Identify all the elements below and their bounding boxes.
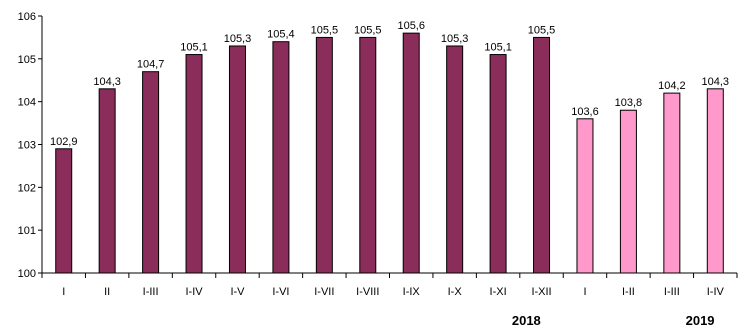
bar [706,88,724,274]
x-tick-label: I-IV [707,286,725,298]
x-tick-label: I-III [143,286,159,298]
data-label: 105,1 [484,42,512,54]
x-tick-label: II [104,286,110,298]
data-label: 104,3 [93,76,121,88]
y-tick-label: 100 [18,268,36,280]
bar [446,45,464,274]
data-label: 103,8 [615,97,643,109]
x-tick-label: I-XII [531,286,551,298]
x-tick-label: I-IV [185,286,203,298]
data-label: 103,6 [571,106,599,118]
data-labels: 102,9 104,3 104,7 105,1 105,3 105,4 105,5 105,5… [50,20,729,148]
y-tick-label: 102 [18,182,36,194]
y-tick-label: 103 [18,140,36,152]
data-label: 105,3 [224,33,252,45]
bar [55,148,73,274]
x-tick-label: I [583,286,586,298]
data-label: 102,9 [50,136,78,148]
data-label: 104,2 [658,80,686,92]
bar [185,54,203,274]
data-label: 104,3 [702,76,730,88]
data-label: 105,5 [528,24,556,36]
bar [228,45,246,274]
bar [272,41,290,274]
data-label: 105,1 [180,42,208,54]
x-tick-label: I [62,286,65,298]
bar [489,54,507,274]
data-label: 105,3 [441,33,469,45]
y-tick-label: 104 [18,97,36,109]
bar [98,88,116,274]
bar [402,32,420,274]
x-tick-label: I-II [622,286,635,298]
y-tick-label: 106 [18,11,36,23]
x-tick-label: I-VII [314,286,334,298]
y-tick-label: 101 [18,225,36,237]
data-label: 105,5 [311,24,339,36]
bar [576,118,594,274]
y-axis: 100 101 102 103 104 105 106 [18,11,43,280]
bar [315,36,333,274]
bar [533,36,551,274]
x-tick-label: I-X [448,286,463,298]
data-label: 105,5 [354,24,382,36]
y-tick-label: 105 [18,54,36,66]
bar [142,71,160,274]
year-label: 2019 [686,313,715,328]
x-axis: I II I-III I-IV I-V I-VI I-VII I-VIII I-IX I-X I-X… [41,272,738,298]
x-tick-label: I-XI [490,286,507,298]
year-label: 2018 [512,313,541,328]
bar [359,36,377,274]
x-tick-label: I-VI [272,286,289,298]
bar [663,92,681,274]
x-tick-label: I-III [664,286,680,298]
x-tick-label: I-V [230,286,245,298]
data-label: 105,6 [397,20,425,32]
data-label: 105,4 [267,29,295,41]
x-tick-label: I-VIII [356,286,379,298]
year-labels: 2018 2019 [512,313,715,328]
x-tick-label: I-IX [403,286,421,298]
bar [619,109,637,274]
data-label: 104,7 [137,59,165,71]
